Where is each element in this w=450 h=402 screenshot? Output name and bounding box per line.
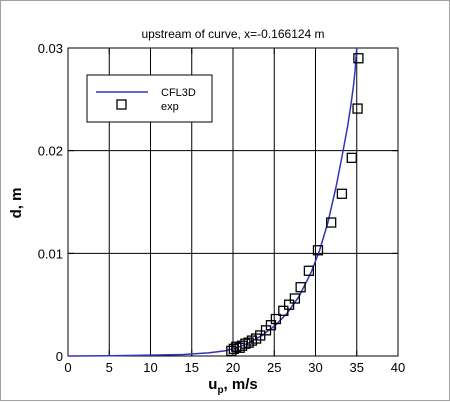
x-tick-label: 30 [308,360,322,375]
x-tick-label: 15 [185,360,199,375]
exp-data-point [352,103,363,114]
exp-data-point [336,188,348,199]
legend-label-cfl3d: CFL3D [161,87,196,99]
y-tick-label: 0.03 [38,41,63,56]
chart-title: upstream of curve, x=-0.166124 m [141,27,324,41]
legend-label-exp: exp [161,101,179,113]
x-tick-label: 20 [226,360,240,375]
exp-data-point [228,343,239,354]
legend-box [86,74,213,123]
exp-data-point [270,313,282,325]
exp-data-point [353,53,364,64]
exp-data-point [303,265,315,276]
exp-data-point [236,340,248,351]
tick-labels: 0 5 10 15 20 25 30 35 40 0 0.01 0.02 0.03 [38,41,406,375]
x-tick-label: 10 [143,360,157,375]
exp-data-point [240,338,251,349]
x-axis-label: up, m/s [208,376,257,396]
y-tick-label: 0.02 [38,144,63,159]
exp-data-point [295,282,306,293]
x-axis-label-subscript: p [217,385,223,396]
y-axis-label: d, m [8,188,25,219]
x-tick-label: 40 [391,360,405,375]
exp-data-point [289,293,301,304]
exp-data-point [283,299,295,310]
series-layer [67,47,364,357]
x-axis-label-main: u [208,376,217,393]
y-tick-label: 0.01 [38,246,63,261]
exp-data-point [278,305,289,316]
exp-data-point [312,245,324,256]
x-tick-label: 0 [64,360,71,375]
legend: CFL3D exp [86,74,213,123]
x-tick-label: 5 [106,360,113,375]
y-tick-label: 0 [56,349,63,364]
x-axis-label-rest: , m/s [224,376,258,393]
x-tick-label: 35 [350,360,364,375]
exp-data-point [346,152,357,164]
exp-data-point [326,217,337,228]
legend-marker-sample [116,99,127,110]
x-tick-label: 25 [267,360,281,375]
